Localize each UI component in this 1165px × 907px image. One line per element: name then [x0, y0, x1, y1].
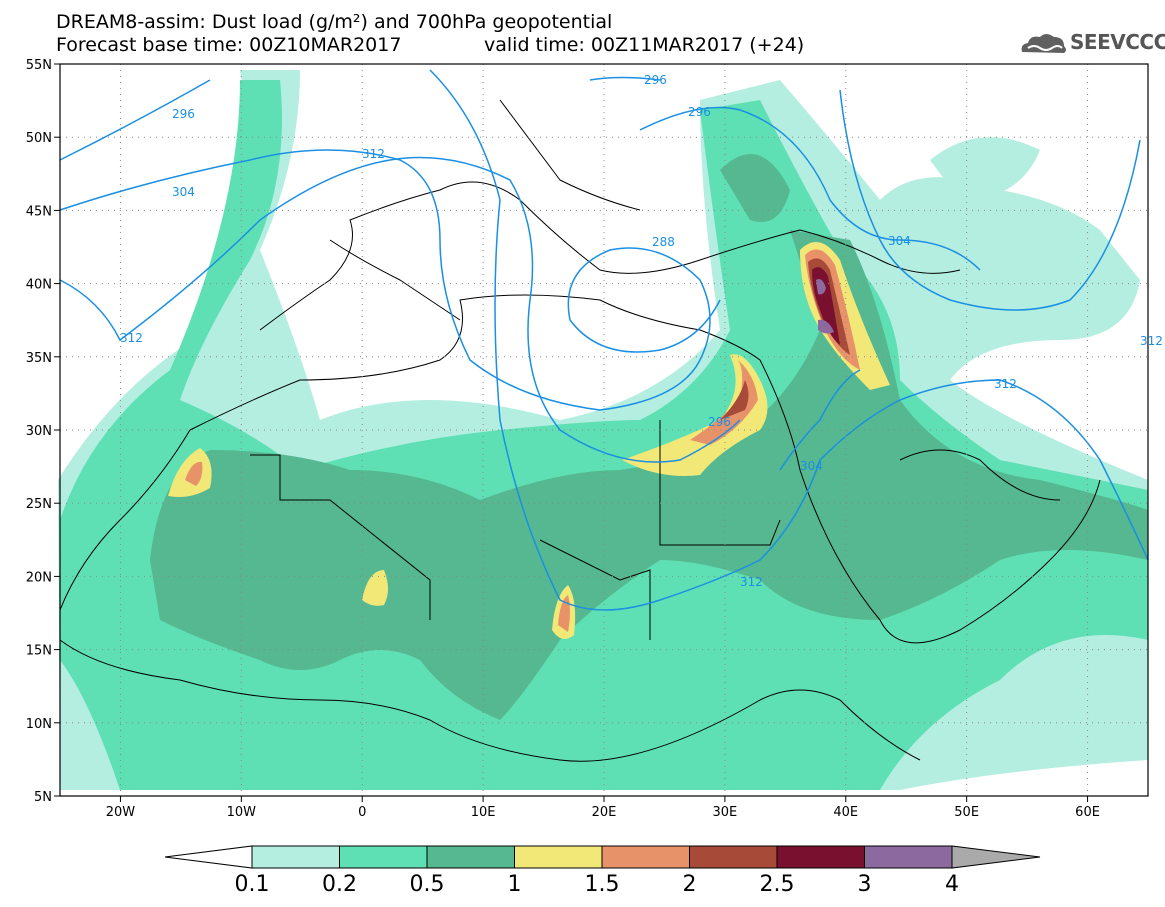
forecast-base-time: Forecast base time: 00Z10MAR2017	[56, 34, 402, 56]
geopotential-isolines	[59, 69, 1149, 611]
colorbar-swatch	[864, 845, 953, 869]
colorbar-label: 1.5	[584, 872, 620, 897]
colorbar-label: 0.1	[234, 872, 270, 897]
y-tick-label: 40N	[26, 278, 52, 293]
colorbar-swatch	[776, 845, 865, 869]
x-tick-label: 60E	[1075, 805, 1100, 820]
colorbar-label: 2.5	[759, 872, 795, 897]
isoline-label: 312	[994, 377, 1017, 391]
x-tick-label: 40E	[833, 805, 858, 820]
colorbar-swatch	[251, 845, 340, 869]
y-tick-label: 55N	[26, 58, 52, 73]
colorbar-swatch	[514, 845, 603, 869]
x-tick-label: 10E	[471, 805, 496, 820]
y-tick-label: 50N	[26, 131, 52, 146]
lat-lon-grid	[60, 64, 1148, 796]
forecast-times: Forecast base time: 00Z10MAR2017 valid ti…	[56, 34, 804, 56]
longitude-ticks: 20W 10W 0 10E 20E 30E 40E 50E 60E	[106, 796, 1100, 820]
y-tick-label: 5N	[34, 790, 52, 805]
x-tick-label: 30E	[713, 805, 738, 820]
colorbar-swatch	[426, 845, 515, 869]
y-tick-label: 15N	[26, 644, 52, 659]
isoline-label: 296	[644, 73, 667, 87]
isoline-label: 304	[888, 234, 911, 248]
dust-shading	[58, 70, 1148, 790]
colorbar-low-arrow	[164, 845, 253, 869]
colorbar-swatch	[339, 845, 428, 869]
colorbar-swatch	[689, 845, 778, 869]
y-tick-label: 35N	[26, 351, 52, 366]
x-tick-label: 50E	[954, 805, 979, 820]
coastlines-borders	[59, 99, 1101, 762]
colorbar-high-arrow	[951, 845, 1041, 869]
y-tick-label: 45N	[26, 204, 52, 219]
valid-time: valid time: 00Z11MAR2017 (+24)	[484, 34, 805, 56]
colorbar-label: 1	[507, 872, 522, 897]
isoline-label: 296	[688, 105, 711, 119]
isoline-label: 312	[120, 331, 143, 345]
latitude-ticks: 55N 50N 45N 40N 35N 30N 25N 20N 15N 10N 5N	[26, 58, 60, 805]
isoline-label: 304	[800, 459, 823, 473]
logo-text: SEEVCCC	[1070, 30, 1165, 54]
x-tick-label: 0	[358, 805, 366, 820]
y-tick-label: 10N	[26, 717, 52, 732]
y-tick-label: 20N	[26, 570, 52, 585]
colorbar-label: 0.2	[322, 872, 357, 897]
x-tick-label: 10W	[227, 805, 257, 820]
y-tick-label: 25N	[26, 497, 52, 512]
isoline-label: 296	[172, 107, 195, 121]
isoline-label: 304	[172, 185, 195, 199]
colorbar-label: 4	[945, 872, 959, 897]
x-tick-label: 20E	[592, 805, 617, 820]
colorbar	[164, 845, 1041, 869]
colorbar-label: 2	[682, 872, 697, 897]
colorbar-swatch	[601, 845, 690, 869]
isoline-label: 288	[652, 235, 675, 249]
colorbar-label: 0.5	[409, 872, 445, 897]
x-tick-label: 20W	[106, 805, 136, 820]
isoline-label: 296	[708, 415, 731, 429]
map-title: DREAM8-assim: Dust load (g/m²) and 700hP…	[56, 11, 613, 33]
cloud-logo-icon	[1021, 34, 1066, 53]
colorbar-label: 3	[857, 872, 872, 897]
isoline-label: 312	[1140, 334, 1163, 348]
isoline-label: 312	[362, 147, 385, 161]
y-tick-label: 30N	[26, 424, 52, 439]
isoline-label: 312	[740, 575, 763, 589]
isoline-labels: 296 296 296 304 304 304 312 312 312 312 …	[120, 73, 1163, 589]
